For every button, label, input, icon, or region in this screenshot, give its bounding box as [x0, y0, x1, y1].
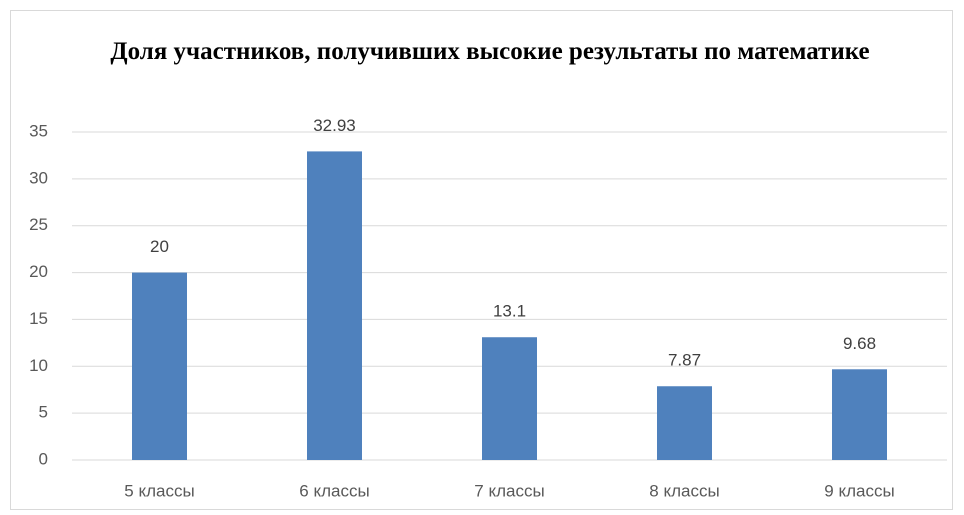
y-tick-label: 15	[29, 309, 48, 328]
chart-border	[10, 10, 953, 510]
bar	[482, 337, 537, 460]
bar	[307, 151, 362, 460]
x-tick-label: 9 классы	[824, 481, 894, 500]
x-tick-label: 6 классы	[299, 481, 369, 500]
y-tick-label: 35	[29, 121, 48, 140]
chart-title: Доля участников, получивших высокие резу…	[110, 38, 870, 65]
x-tick-label: 5 классы	[124, 481, 194, 500]
x-tick-label: 7 классы	[474, 481, 544, 500]
y-tick-label: 20	[29, 262, 48, 281]
bar	[132, 272, 187, 460]
value-label: 32.93	[313, 116, 356, 135]
bar	[832, 369, 887, 460]
y-tick-label: 10	[29, 356, 48, 375]
x-tick-label: 8 классы	[649, 481, 719, 500]
value-label: 13.1	[493, 302, 526, 321]
y-tick-label: 25	[29, 215, 48, 234]
value-label: 9.68	[843, 334, 876, 353]
value-label: 20	[150, 237, 169, 256]
y-tick-label: 5	[39, 403, 48, 422]
y-tick-label: 0	[39, 449, 48, 468]
bar	[657, 386, 712, 460]
value-label: 7.87	[668, 351, 701, 370]
y-tick-label: 30	[29, 168, 48, 187]
